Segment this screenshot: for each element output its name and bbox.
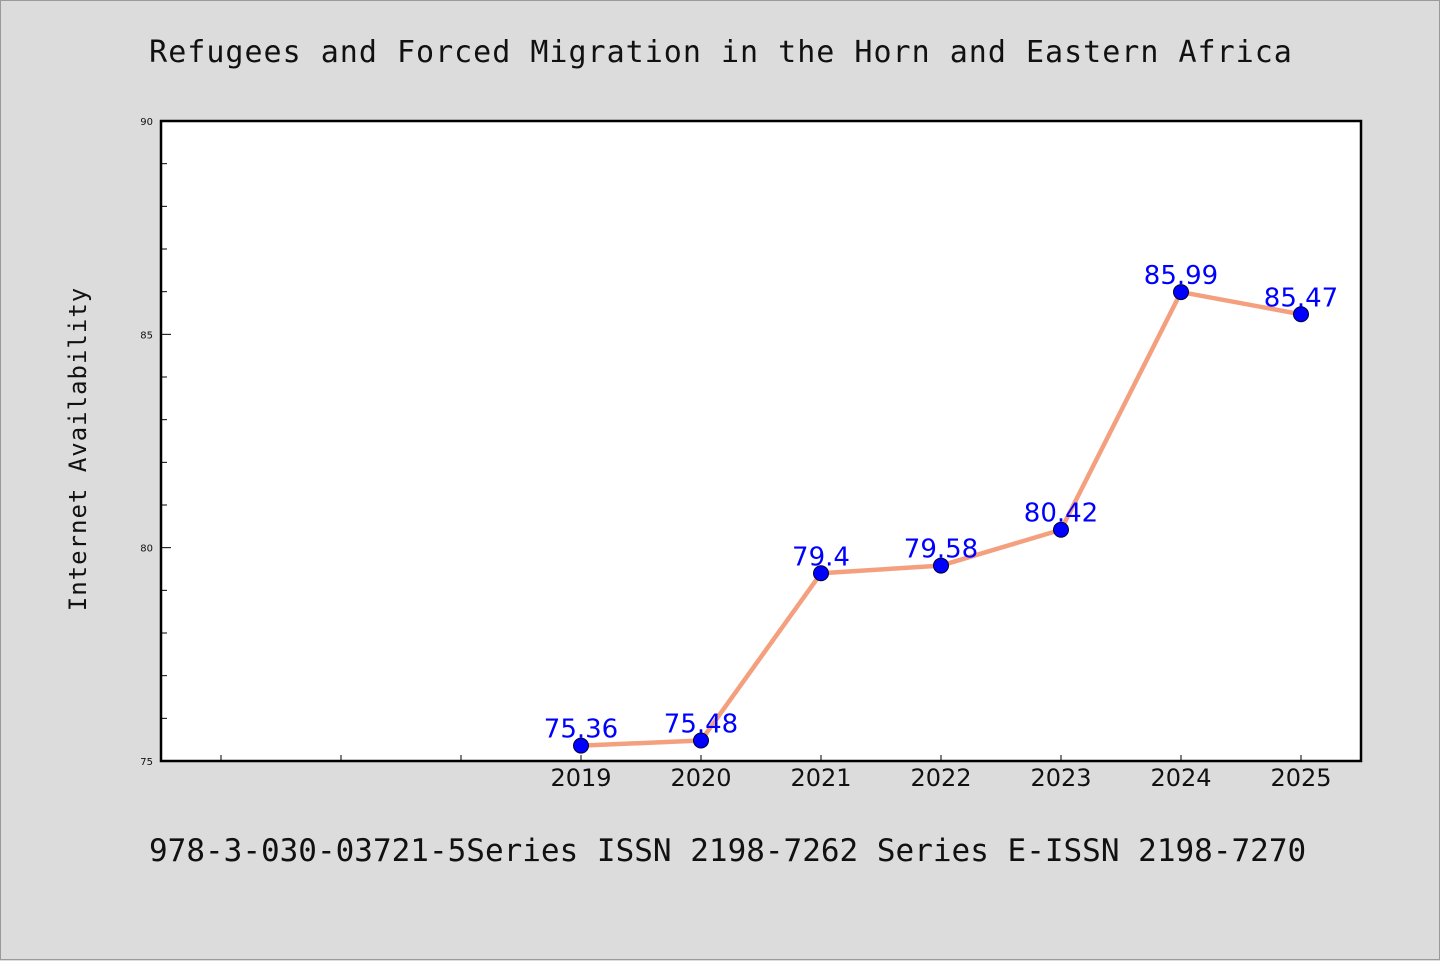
x-tick-label: 2020 — [670, 764, 731, 792]
data-labels: 75.36 75.48 79.4 79.58 80.42 85.99 85.47 — [544, 261, 1338, 745]
data-point — [1173, 284, 1189, 301]
data-label: 79.4 — [792, 542, 850, 572]
data-point — [1293, 306, 1309, 323]
x-tick-label: 2024 — [1150, 764, 1211, 792]
y-tick-label: 80 — [140, 544, 153, 555]
data-label: 80.42 — [1024, 499, 1098, 529]
data-label: 79.58 — [904, 535, 978, 565]
data-label: 75.36 — [544, 715, 618, 745]
x-tick-label: 2022 — [910, 764, 971, 792]
chart-title: Refugees and Forced Migration in the Hor… — [149, 35, 1293, 70]
x-tick-label: 2021 — [790, 764, 851, 792]
y-axis-label: Internet Availability — [64, 287, 92, 611]
plot-area — [159, 119, 1363, 763]
x-tick-label: 2019 — [550, 764, 611, 792]
footer-text: 978-3-030-03721-5Series ISSN 2198-7262 S… — [149, 833, 1307, 869]
y-tick-label: 75 — [140, 757, 153, 768]
data-point — [1053, 521, 1069, 538]
data-label: 85.47 — [1264, 283, 1338, 313]
x-tick-label: 2023 — [1030, 764, 1091, 792]
data-label: 75.48 — [664, 710, 738, 740]
data-point — [933, 557, 949, 574]
y-axis: 75 80 85 90 — [140, 117, 171, 768]
data-label: 85.99 — [1144, 261, 1218, 291]
data-point — [693, 732, 709, 749]
y-tick-label: 85 — [140, 330, 153, 341]
x-axis: 2019 2020 2021 2022 2023 2024 2025 — [220, 755, 1332, 792]
data-point — [813, 565, 829, 582]
series-points — [573, 284, 1309, 754]
data-point — [573, 737, 589, 754]
y-tick-label: 90 — [140, 117, 153, 128]
x-tick-label: 2025 — [1270, 764, 1331, 792]
